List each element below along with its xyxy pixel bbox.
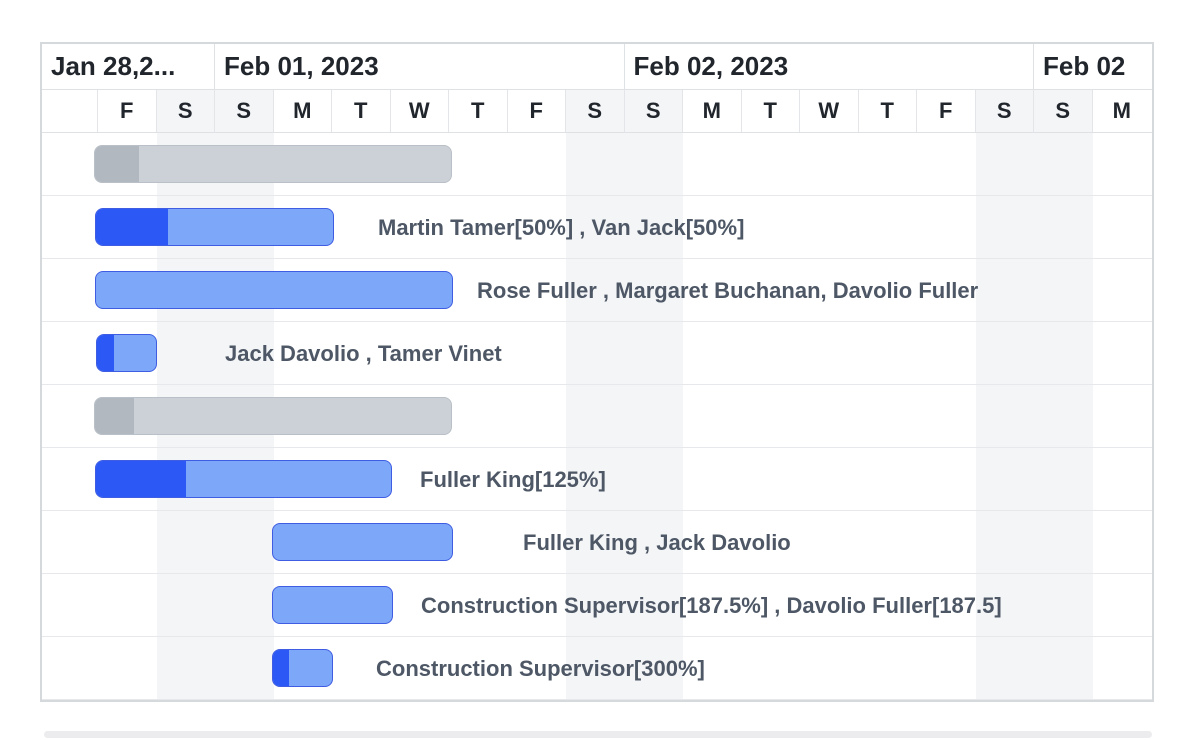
timeline-day-cell: M [1112,98,1131,123]
taskbar-progress [96,461,186,497]
timeline-day-cell: S [624,90,683,132]
timeline-day-cell [42,90,98,132]
taskbar-progress [97,335,114,371]
timeline-day-cell: S [975,90,1034,132]
task-resource-label: Martin Tamer[50%] , Van Jack[50%] [378,215,745,240]
timeline-week-cell: Feb 01, 2023 [215,44,625,89]
parent-taskbar[interactable] [94,145,452,183]
taskbar[interactable] [96,334,157,372]
weekend-band [975,133,1093,700]
timeline-day-cell: T [332,90,391,132]
scrollbar-track[interactable] [44,731,1152,738]
timeline-day-cell: F [98,90,157,132]
task-resource-label: Construction Supervisor[300%] [376,656,705,681]
taskbar[interactable] [272,523,453,561]
timeline-week-cell: Feb 02, 2023 [625,44,1034,89]
gantt-rows: Martin Tamer[50%] , Van Jack[50%] Rose Fu… [42,133,1152,700]
timeline-day-cell: T [742,90,800,132]
task-resource-label: Rose Fuller , Margaret Buchanan, Davolio… [477,278,979,303]
gantt-row [42,385,1152,448]
parent-taskbar[interactable] [94,397,452,435]
weekend-band [566,133,683,700]
gantt-row: Martin Tamer[50%] , Van Jack[50%] [42,196,1152,259]
taskbar[interactable] [95,208,334,246]
gantt-row: Construction Supervisor[187.5%] , Davoli… [42,574,1152,637]
gantt-chart: Jan 28,2... Feb 01, 2023 Feb 02, 2023 Feb 0… [40,42,1154,702]
timeline-day-cell: T [449,90,508,132]
timeline-day-cell: S [215,90,274,132]
timeline-day-cell: W [800,90,859,132]
gantt-row: Fuller King[125%] [42,448,1152,511]
timeline-day-cell: S [1034,90,1093,132]
timeline-day-cell: M [683,90,742,132]
taskbar[interactable] [95,460,392,498]
taskbar-progress [95,146,139,182]
task-resource-label: Fuller King , Jack Davolio [523,530,791,555]
timeline-week-cell: Feb 02 [1043,51,1126,81]
task-resource-label: Fuller King[125%] [420,467,606,492]
taskbar[interactable] [272,649,333,687]
gantt-row: Jack Davolio , Tamer Vinet [42,322,1152,385]
taskbar-progress [273,650,289,686]
timeline-day-cell: M [274,90,332,132]
timeline-day-cell: S [566,90,625,132]
taskbar[interactable] [272,586,393,624]
gantt-row [42,133,1152,196]
task-resource-label: Jack Davolio , Tamer Vinet [225,341,502,366]
timeline-day-cell: F [508,90,566,132]
timeline-day-cell: T [859,90,917,132]
taskbar-progress [96,209,168,245]
task-resource-label: Construction Supervisor[187.5%] , Davoli… [421,593,1002,618]
taskbar[interactable] [95,271,453,309]
gantt-body: Martin Tamer[50%] , Van Jack[50%] Rose Fu… [42,133,1152,700]
gantt-row: Construction Supervisor[300%] [42,637,1152,700]
gantt-row: Fuller King , Jack Davolio [42,511,1152,574]
timeline-tier1: Jan 28,2... Feb 01, 2023 Feb 02, 2023 Feb 0… [42,44,1152,90]
timeline-week-cell: Jan 28,2... [42,44,215,89]
taskbar-progress [95,398,134,434]
gantt-row: Rose Fuller , Margaret Buchanan, Davolio… [42,259,1152,322]
timeline-day-cell: W [391,90,449,132]
timeline-day-cell: F [917,90,976,132]
timeline-day-cell: S [156,90,215,132]
